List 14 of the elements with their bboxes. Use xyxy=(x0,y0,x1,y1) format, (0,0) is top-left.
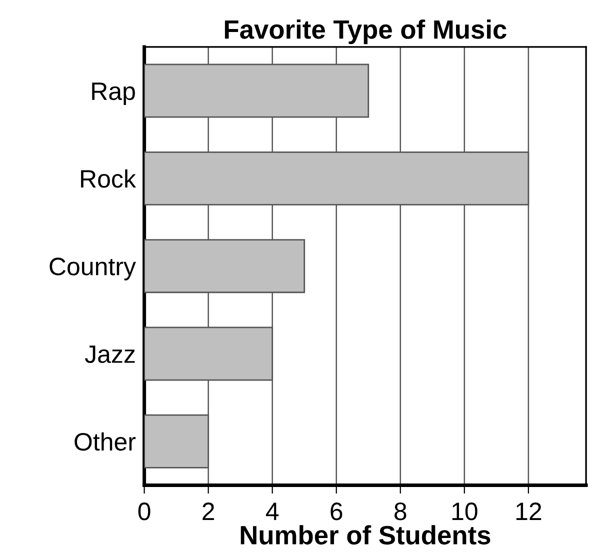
x-tick-label: 4 xyxy=(266,502,279,520)
y-tick-label: Jazz xyxy=(84,346,135,364)
y-tick-label: Rock xyxy=(81,169,136,188)
x-tick-label: 12 xyxy=(516,502,542,520)
x-tick-label: 10 xyxy=(452,502,478,520)
x-axis-title: Number of Students xyxy=(240,525,490,545)
chart-title: Favorite Type of Music xyxy=(224,20,506,44)
y-tick-label: Other xyxy=(74,432,136,451)
x-tick-label: 2 xyxy=(202,502,214,520)
x-tick-label: 8 xyxy=(394,502,406,520)
y-tick-label: Rap xyxy=(92,82,135,106)
x-tick-label: 6 xyxy=(330,502,342,520)
x-tick-label: 0 xyxy=(138,502,150,520)
y-tick-label: Country xyxy=(50,258,136,280)
